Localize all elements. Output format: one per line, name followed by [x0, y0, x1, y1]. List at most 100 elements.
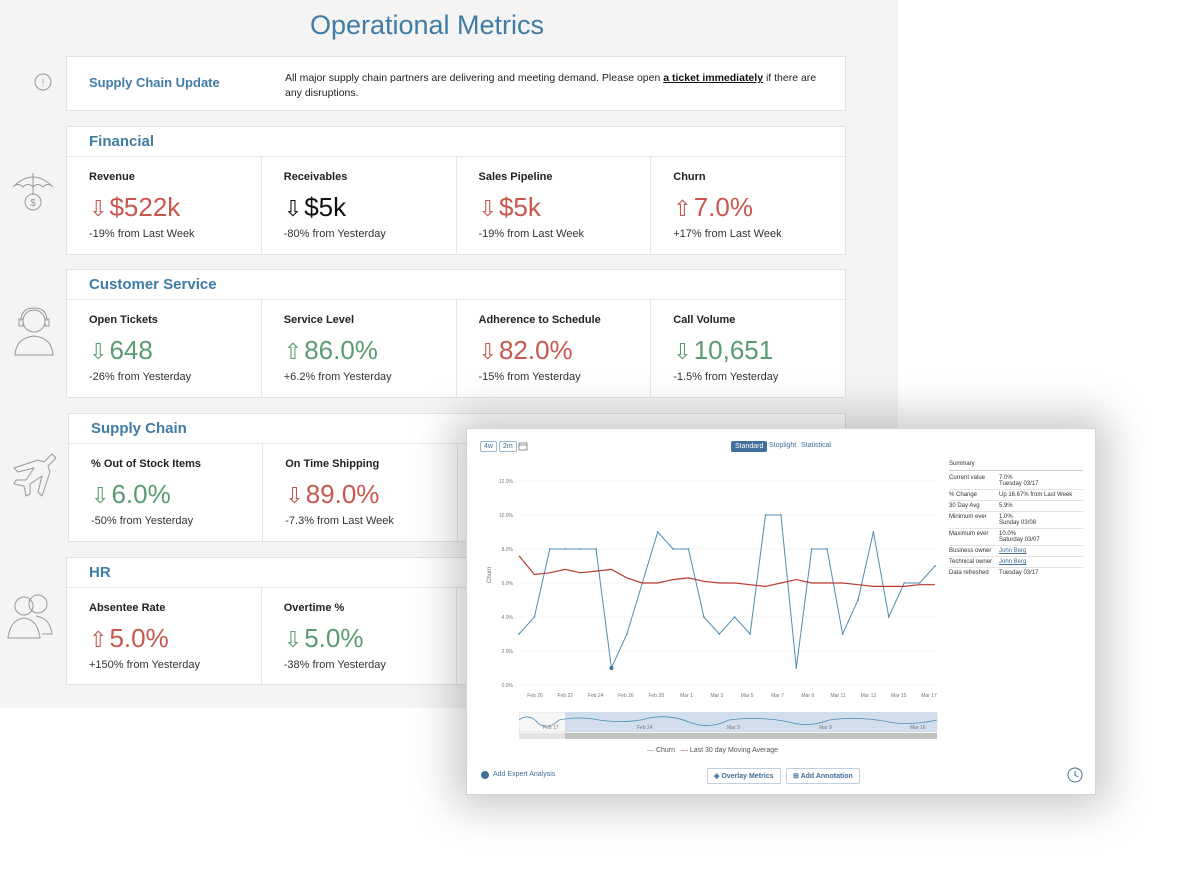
metric-change: +17% from Last Week [673, 228, 782, 240]
x-tick-label: Mar 3 [710, 693, 723, 699]
churn-series-line [518, 514, 936, 670]
churn-data-point [595, 548, 597, 550]
summary-row: Technical owner John Berg [949, 557, 1083, 568]
nav-label: Feb 24 [637, 725, 653, 731]
metric-change: -7.3% from Last Week [285, 515, 394, 527]
overlay-metrics-button[interactable]: ◈ Overlay Metrics [707, 768, 781, 784]
metric-label: Sales Pipeline [478, 171, 553, 183]
add-annotation-label: Add Annotation [800, 773, 853, 780]
metric-on-time-shipping[interactable]: On Time Shipping ⇩89.0% -7.3% from Last … [263, 444, 458, 541]
summary-key: Data refreshed [949, 570, 989, 576]
technical-owner-link[interactable]: John Berg [999, 559, 1027, 565]
summary-row: Business owner John Berg [949, 546, 1083, 557]
summary-value: 7.0% Tuesday 03/17 [999, 475, 1083, 487]
calendar-icon[interactable] [518, 441, 528, 451]
metric-value-text: $5k [304, 192, 347, 222]
arrow-down-icon: ⇩ [285, 483, 304, 508]
x-tick-label: Feb 28 [648, 693, 664, 699]
summary-row: Current value 7.0% Tuesday 03/17 [949, 473, 1083, 490]
y-tick-label: 4.0% [502, 615, 514, 621]
history-icon[interactable] [1067, 767, 1083, 783]
metric-change: -1.5% from Yesterday [673, 371, 779, 383]
section-title: Customer Service [67, 270, 845, 300]
chart-legend: — Churn — Last 30 day Moving Average [647, 747, 778, 754]
arrow-down-icon: ⇩ [89, 196, 108, 221]
add-annotation-button[interactable]: ⊞ Add Annotation [786, 768, 860, 784]
nav-label: Mar 9 [819, 725, 832, 731]
metric-value: ⇧5.0% [89, 621, 261, 655]
open-ticket-link[interactable]: a ticket immediately [663, 72, 764, 84]
arrow-down-icon: ⇩ [89, 339, 108, 364]
metric-value-text: 5.0% [304, 623, 364, 653]
metric-value-text: 82.0% [498, 335, 573, 365]
metric-value: ⇩$5k [479, 190, 651, 224]
metric-call-volume[interactable]: Call Volume ⇩10,651 -1.5% from Yesterday [651, 300, 845, 397]
x-tick-label: Feb 22 [558, 693, 574, 699]
x-tick-label: Mar 1 [680, 693, 693, 699]
legend-label-churn: Churn [655, 747, 676, 754]
summary-key: Business owner [949, 548, 992, 554]
business-owner-link[interactable]: John Berg [999, 548, 1027, 554]
churn-data-point [518, 633, 520, 635]
summary-row: 30 Day Avg 5.9% [949, 501, 1083, 512]
summary-value-text: 1.0% [999, 514, 1013, 520]
svg-text:!: ! [42, 78, 45, 89]
mode-statistical-tab[interactable]: Statistical [801, 442, 831, 449]
metric-value-text: 10,651 [693, 335, 774, 365]
metric-value-text: $5k [498, 192, 541, 222]
plus-square-icon: ⊞ [793, 773, 799, 780]
metric-revenue[interactable]: Revenue ⇩$522k -19% from Last Week [67, 157, 262, 254]
metric-out-of-stock-items[interactable]: % Out of Stock Items ⇩6.0% -50% from Yes… [69, 444, 264, 541]
summary-key: 30 Day Avg [949, 503, 980, 509]
arrow-down-icon: ⇩ [91, 483, 110, 508]
metric-change: +150% from Yesterday [89, 659, 200, 671]
mode-standard-tab[interactable]: Standard [731, 441, 768, 452]
churn-data-point [625, 633, 628, 635]
summary-row: Minimum ever 1.0% Sunday 03/08 [949, 512, 1083, 529]
summary-value-text: Up 16.67% from Last Week [999, 492, 1073, 498]
churn-data-point [795, 667, 798, 669]
churn-data-point [934, 565, 936, 567]
metric-overtime[interactable]: Overtime % ⇩5.0% -38% from Yesterday [262, 588, 457, 684]
metric-service-level[interactable]: Service Level ⇧86.0% +6.2% from Yesterda… [262, 300, 457, 397]
arrow-up-icon: ⇧ [89, 627, 108, 652]
arrow-up-icon: ⇧ [283, 339, 303, 364]
metric-label: On Time Shipping [285, 458, 380, 470]
mode-stoplight-tab[interactable]: Stoplight [769, 442, 797, 449]
arrow-down-icon: ⇩ [283, 196, 303, 221]
expert-analysis-icon [481, 771, 489, 779]
metric-adherence-to-schedule[interactable]: Adherence to Schedule ⇩82.0% -15% from Y… [457, 300, 652, 397]
metric-churn[interactable]: Churn ⇧7.0% +17% from Last Week [651, 157, 845, 254]
metric-value-text: 89.0% [305, 479, 380, 509]
range-4w-button[interactable]: 4w [480, 441, 497, 452]
metric-value-text: 86.0% [304, 335, 378, 365]
summary-value-text: 5.9% [999, 503, 1013, 509]
metric-sales-pipeline[interactable]: Sales Pipeline ⇩$5k -19% from Last Week [457, 157, 652, 254]
y-tick-label: 6.0% [502, 581, 514, 587]
churn-data-point [672, 548, 674, 550]
churn-data-point [533, 616, 536, 618]
layers-icon: ◈ [714, 773, 720, 780]
people-icon [7, 594, 53, 639]
range-2m-button[interactable]: 2m [499, 441, 517, 452]
metric-value: ⇩648 [89, 333, 261, 367]
metric-value-text: $522k [109, 192, 181, 222]
metric-open-tickets[interactable]: Open Tickets ⇩648 -26% from Yesterday [67, 300, 262, 397]
airplane-icon [13, 453, 56, 497]
nav-label: Mar 3 [727, 725, 740, 731]
metric-label: Open Tickets [89, 314, 158, 326]
legend-line-moving-average: — [680, 747, 688, 754]
metric-value: ⇩$522k [89, 190, 261, 224]
y-tick-label: 8.0% [502, 547, 514, 553]
x-tick-label: Mar 11 [830, 693, 845, 699]
x-tick-label: Mar 15 [891, 693, 907, 699]
metric-absentee-rate[interactable]: Absentee Rate ⇧5.0% +150% from Yesterday [67, 588, 262, 684]
update-text-after: if there are any disruptions. [285, 72, 817, 99]
range-navigator[interactable] [519, 712, 939, 740]
metric-value: ⇩5.0% [284, 621, 456, 655]
min-marker [609, 666, 614, 670]
x-tick-label: Feb 24 [588, 693, 604, 699]
umbrella-dollar-icon: $ [12, 173, 54, 211]
metric-receivables[interactable]: Receivables ⇩$5k -80% from Yesterday [262, 157, 457, 254]
add-expert-analysis-link[interactable]: Add Expert Analysis [493, 771, 556, 778]
